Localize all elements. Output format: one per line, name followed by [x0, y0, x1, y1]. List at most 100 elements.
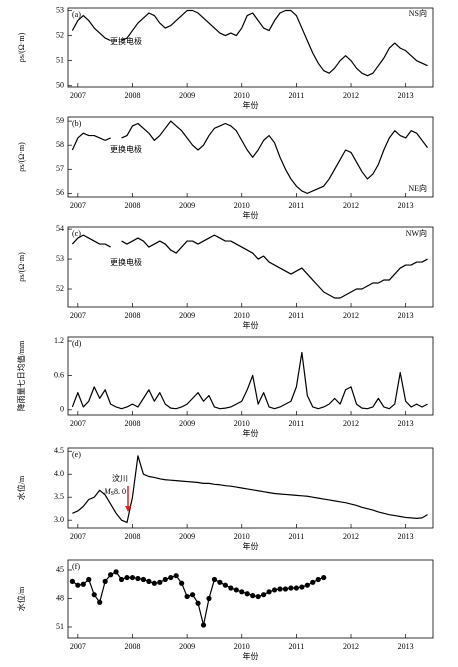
- y-tick-label: 51: [56, 55, 64, 64]
- x-tick-label: 2009: [179, 311, 195, 320]
- x-tick-label: 2011: [289, 642, 305, 651]
- data-point: [255, 593, 261, 600]
- y-tick-label: 52: [56, 284, 64, 293]
- magnitude-subscript: S: [111, 491, 114, 497]
- series-line: [121, 9, 428, 77]
- y-axis-title: 水位/m: [16, 586, 26, 611]
- annotation: 更换电极: [110, 257, 142, 267]
- y-tick-label: 53: [56, 5, 64, 14]
- x-tick-label: 2011: [289, 201, 305, 210]
- magnitude-value: 8. 0: [114, 487, 126, 496]
- x-tick-label: 2011: [289, 311, 305, 320]
- x-tick-label: 2011: [289, 532, 305, 541]
- plot-frame: [67, 7, 434, 88]
- panel-label: (a): [72, 10, 81, 19]
- data-point: [151, 580, 157, 586]
- data-point: [282, 586, 289, 592]
- data-point: [217, 579, 223, 585]
- data-point: [200, 622, 207, 628]
- x-tick-label: 2009: [179, 91, 195, 100]
- y-tick-label: 4.5: [54, 446, 64, 455]
- data-point: [310, 579, 316, 585]
- x-tick-label: 2007: [70, 201, 86, 210]
- plot-frame: [67, 559, 434, 639]
- data-point: [80, 581, 86, 587]
- x-axis-title: 年份: [243, 651, 259, 661]
- data-point: [206, 595, 212, 602]
- y-tick-label: 48: [56, 593, 64, 602]
- annotation: 更换电极: [110, 144, 142, 154]
- data-point: [179, 580, 185, 586]
- series-line: [121, 234, 428, 299]
- direction-note: NW向: [406, 228, 427, 238]
- y-tick-label: 58: [56, 140, 64, 149]
- series-line: [71, 351, 428, 410]
- data-point: [211, 576, 218, 583]
- y-tick-label: 53: [56, 254, 64, 263]
- annotation-magnitude: MS8. 0: [103, 487, 126, 498]
- x-axis-title: 年份: [243, 320, 259, 330]
- x-tick-label: 2009: [179, 532, 195, 541]
- data-point: [239, 589, 245, 595]
- data-point: [146, 578, 152, 584]
- data-point: [140, 576, 147, 583]
- data-point: [113, 569, 119, 575]
- data-point: [250, 593, 256, 599]
- data-point: [293, 585, 299, 591]
- y-tick-label: 1.2: [54, 336, 64, 345]
- data-point: [304, 582, 310, 588]
- x-tick-label: 2010: [234, 419, 250, 428]
- data-point: [321, 574, 327, 581]
- data-point: [162, 576, 168, 583]
- data-point: [97, 599, 103, 605]
- data-point: [277, 586, 283, 592]
- annotation: 汶川: [112, 473, 128, 483]
- data-point: [173, 573, 179, 579]
- y-tick-label: 57: [56, 164, 64, 173]
- x-tick-label: 2008: [124, 419, 140, 428]
- data-point: [315, 576, 321, 583]
- x-tick-label: 2013: [398, 91, 414, 100]
- data-point: [168, 574, 174, 581]
- y-tick-label: 59: [56, 116, 64, 125]
- x-tick-label: 2009: [179, 642, 195, 651]
- x-tick-label: 2007: [70, 532, 86, 541]
- data-point: [261, 592, 267, 598]
- x-tick-label: 2010: [234, 201, 250, 210]
- x-tick-label: 2012: [343, 532, 359, 541]
- x-tick-label: 2013: [398, 642, 414, 651]
- x-tick-label: 2008: [124, 91, 140, 100]
- data-point: [233, 587, 239, 593]
- y-tick-label: 3.5: [54, 492, 64, 501]
- data-point: [91, 592, 97, 598]
- data-point: [86, 576, 92, 583]
- y-tick-label: 52: [56, 30, 64, 39]
- y-tick-label: 0.6: [54, 370, 64, 379]
- x-tick-label: 2008: [124, 201, 140, 210]
- series-line: [71, 234, 111, 248]
- panel-label: (b): [72, 119, 82, 128]
- data-point: [102, 578, 108, 584]
- x-tick-label: 2010: [234, 642, 250, 651]
- series-line: [71, 132, 111, 151]
- x-tick-label: 2008: [124, 642, 140, 651]
- magnitude-symbol: M: [103, 487, 112, 496]
- data-point: [124, 574, 130, 581]
- panel-label: (c): [72, 229, 81, 238]
- x-axis-title: 年份: [243, 428, 259, 438]
- y-tick-label: 54: [56, 224, 64, 233]
- x-tick-label: 2013: [398, 419, 414, 428]
- plot-frame: [67, 336, 434, 416]
- plot-frame: [67, 447, 434, 529]
- data-point: [288, 585, 294, 591]
- data-point: [222, 582, 228, 588]
- x-tick-label: 2012: [343, 91, 359, 100]
- data-point: [244, 591, 250, 597]
- data-point: [271, 587, 278, 593]
- y-tick-label: 50: [56, 81, 64, 90]
- panel-label: (e): [72, 450, 81, 459]
- data-point: [299, 584, 305, 590]
- x-tick-label: 2008: [124, 311, 140, 320]
- x-tick-label: 2012: [343, 642, 359, 651]
- data-point: [184, 593, 190, 600]
